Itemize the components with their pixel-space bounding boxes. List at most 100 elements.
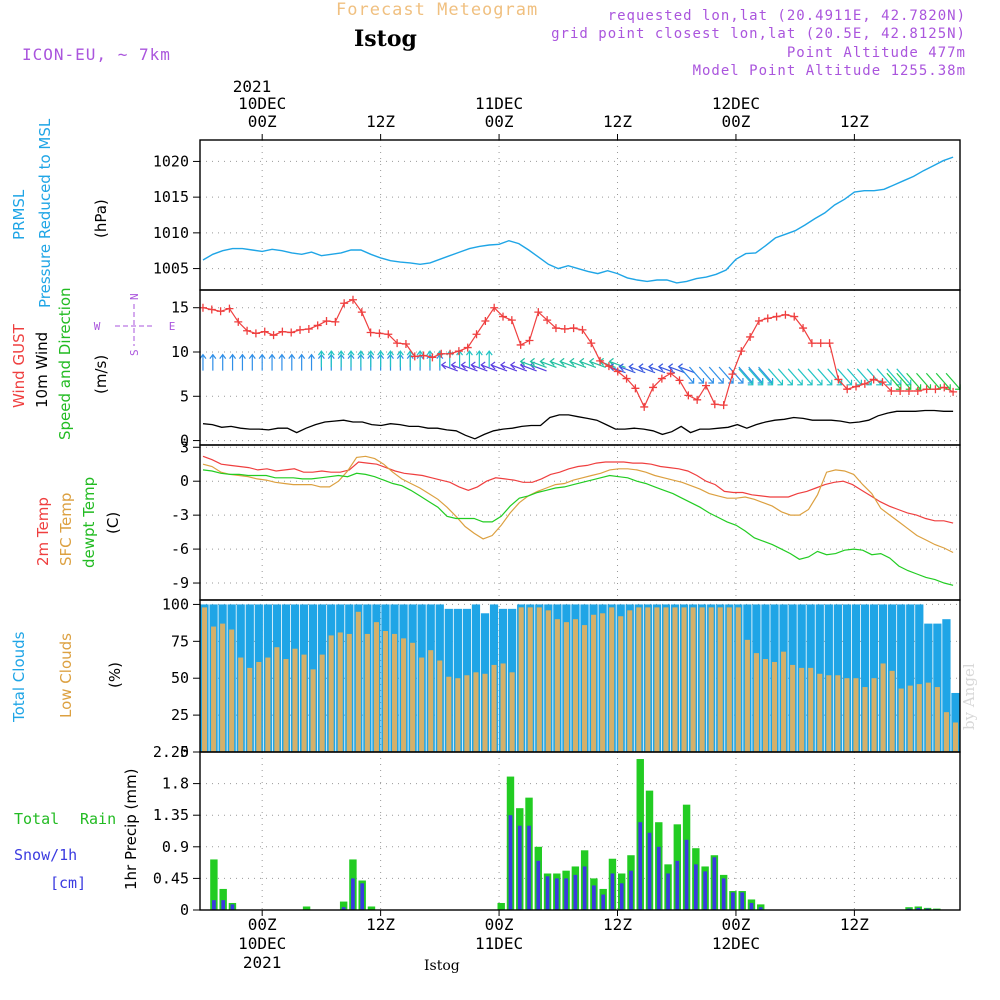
wind-direction-arrow <box>837 368 853 386</box>
wind-direction-arrow <box>509 361 528 372</box>
wind-direction-arrow <box>539 357 557 368</box>
wind-direction-arrow <box>327 350 335 368</box>
gust-marker <box>834 375 843 384</box>
wind-direction-arrow <box>738 368 754 386</box>
low-cloud-bar <box>726 607 732 752</box>
low-cloud-bar <box>762 659 769 752</box>
gust-marker <box>904 386 913 395</box>
compass-e: E <box>169 320 176 333</box>
top-time-label: 12Z <box>366 112 395 131</box>
wind-direction-arrow <box>377 350 385 368</box>
low-cloud-bar <box>826 675 832 752</box>
low-cloud-bar <box>808 667 814 752</box>
total-cloud-bar <box>860 604 870 752</box>
gust-marker <box>649 383 658 392</box>
wind-direction-arrow <box>817 368 833 386</box>
low-cloud-bar <box>943 712 949 752</box>
gust-marker <box>869 375 878 384</box>
gust-marker <box>569 324 578 333</box>
snow-bar <box>647 832 652 910</box>
low-cloud-bar <box>925 682 931 752</box>
snow-bar <box>694 864 698 910</box>
gust-marker <box>243 326 252 335</box>
wind-direction-arrow <box>679 366 695 384</box>
wind-direction-arrow <box>396 350 404 368</box>
wind-unit: (m/s) <box>92 355 110 394</box>
gust-marker <box>896 386 905 395</box>
wind-direction-arrow <box>337 350 345 368</box>
temp-unit: (C) <box>104 512 122 534</box>
low-cloud-bar <box>491 664 497 752</box>
wind-direction-arrow <box>475 350 483 368</box>
y-tick-label: -9 <box>171 574 189 592</box>
low-cloud-bar <box>591 614 597 752</box>
snow-bar <box>573 874 578 910</box>
low-cloud-bar <box>735 607 741 752</box>
y-tick-label: 0 <box>180 901 189 919</box>
wind-direction-arrow <box>689 366 705 384</box>
gust-marker <box>887 386 896 395</box>
wind-direction-arrow <box>767 368 784 386</box>
wind-direction-arrow <box>367 350 375 368</box>
low-cloud-bar <box>627 610 633 752</box>
low-clouds-label: Low Clouds <box>57 633 75 718</box>
sfc-temp-line <box>202 455 954 554</box>
wind-direction-arrow <box>728 366 744 384</box>
rain-bar <box>302 906 311 910</box>
low-cloud-bar <box>753 653 759 752</box>
snow-bar <box>230 904 235 910</box>
cloud-unit: (%) <box>106 662 124 688</box>
gust-marker <box>534 308 543 317</box>
gust-marker <box>878 378 887 387</box>
gust-marker <box>922 385 931 394</box>
low-cloud-bar <box>952 722 959 752</box>
bottom-time-label: 12Z <box>603 915 632 934</box>
low-cloud-bar <box>391 633 398 752</box>
snow-bar <box>712 857 717 910</box>
gust-marker <box>225 304 234 313</box>
wind-direction-arrow <box>758 368 774 386</box>
wind-direction-arrow <box>278 353 286 371</box>
gust-marker <box>949 387 958 396</box>
low-cloud-bar <box>482 673 488 752</box>
gust-marker <box>463 343 472 352</box>
gust-line <box>202 298 954 409</box>
gust-marker <box>825 339 834 348</box>
snow-bar <box>564 878 568 910</box>
rain-bar <box>339 901 348 910</box>
total-clouds-label: Total Clouds <box>10 631 28 723</box>
gust-marker <box>940 383 949 392</box>
snow-bar <box>925 908 930 910</box>
bottom-time-label: 12Z <box>366 915 395 934</box>
gust-marker <box>525 336 534 345</box>
gust-marker <box>331 317 340 326</box>
wind-direction-arrow <box>698 366 714 384</box>
snow-bar <box>508 815 513 910</box>
bottom-time-label: 12Z <box>840 915 869 934</box>
y-tick-label: 0 <box>180 743 189 761</box>
rain-bar <box>367 906 376 910</box>
sfc-temp-label: SFC Temp <box>57 493 75 566</box>
low-cloud-bar <box>708 607 714 752</box>
gust-marker <box>278 327 287 336</box>
gust-marker <box>640 402 649 411</box>
wind-direction-arrow <box>588 357 606 368</box>
gust-marker <box>304 324 313 333</box>
gust-marker <box>234 317 243 326</box>
wind-direction-arrow <box>317 350 325 368</box>
gust-marker <box>622 374 631 383</box>
snow-bar <box>554 878 559 910</box>
compass-n: N <box>128 293 141 300</box>
low-cloud-bar <box>500 663 506 752</box>
low-cloud-bar <box>645 607 651 752</box>
snow-bar <box>582 866 587 910</box>
wind-direction-arrow <box>876 368 892 386</box>
rain-bar <box>210 859 218 910</box>
dewpt-temp-label: dewpt Temp <box>80 477 98 568</box>
wind-direction-arrow <box>549 357 567 368</box>
gust-marker <box>816 339 825 348</box>
low-cloud-bar <box>310 669 316 752</box>
gust-marker <box>454 347 463 356</box>
snow-bar <box>684 839 689 910</box>
point-altitude: Point Altitude 477m <box>786 45 966 61</box>
